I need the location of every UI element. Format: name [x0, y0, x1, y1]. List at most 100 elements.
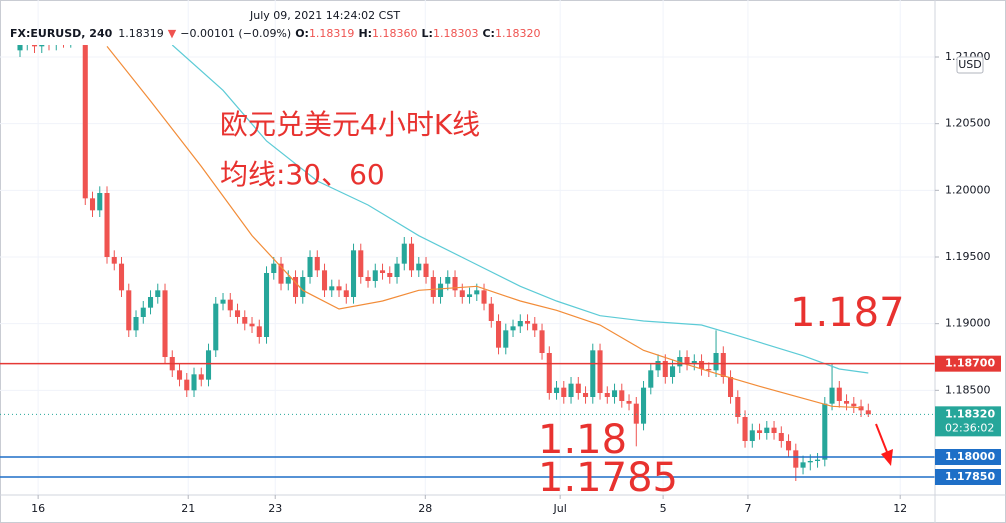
candle-body	[611, 390, 618, 397]
candle-body	[670, 366, 676, 377]
moving-average	[106, 45, 862, 409]
candle-body	[626, 401, 632, 404]
candle-body	[184, 379, 190, 391]
candle-body	[17, 45, 23, 51]
candle-body	[401, 243, 407, 264]
plot-area	[0, 45, 935, 481]
candle-body	[836, 387, 842, 401]
candle-body	[466, 294, 473, 297]
forecast-arrow	[875, 423, 893, 466]
candle-body	[111, 257, 117, 264]
candle-body	[300, 277, 306, 297]
x-tick-label: Jul	[553, 502, 567, 515]
candle-body	[568, 383, 574, 397]
candle-body	[532, 323, 538, 331]
candle-body	[648, 370, 654, 388]
candle-body	[292, 277, 299, 297]
y-tick-label: 1.19000	[945, 317, 991, 330]
currency: USD	[958, 58, 982, 71]
candle-body	[97, 193, 103, 211]
y-tick-label: 1.20000	[945, 183, 991, 196]
change: −0.00101 (−0.09%)	[180, 27, 291, 40]
symbol: FX:EURUSD, 240	[10, 27, 113, 40]
candle-body	[699, 361, 705, 369]
candle-body	[205, 350, 212, 380]
candle-body	[118, 263, 125, 291]
candle-body	[720, 353, 726, 377]
candle-body	[191, 374, 197, 391]
candle-body	[416, 263, 422, 271]
candle-body	[553, 387, 560, 393]
candle-body	[582, 393, 589, 397]
ohlc-label: O:	[295, 27, 309, 40]
candle-body	[133, 317, 139, 331]
candle-body	[213, 303, 219, 351]
annotation: 均线:30、60	[220, 158, 385, 191]
last-price: 1.18319	[118, 27, 164, 40]
candle-body	[329, 286, 335, 291]
candle-body	[89, 198, 96, 211]
candle-body	[358, 250, 364, 277]
candle-body	[307, 257, 313, 277]
candle-body	[604, 393, 610, 397]
annotation: 1.187	[790, 290, 905, 336]
candle-body	[365, 277, 371, 281]
current-price-label: 1.18320	[945, 407, 995, 420]
candle-body	[822, 403, 828, 460]
grid	[0, 0, 935, 495]
candle-body	[271, 263, 277, 273]
candle-body	[220, 299, 226, 304]
timestamp: July 09, 2021 14:24:02 CST	[249, 9, 400, 22]
candle-body	[234, 310, 241, 317]
candle-body	[242, 317, 248, 324]
candle-body	[474, 290, 480, 295]
change-arrow: ▼	[168, 27, 177, 40]
candle-body	[372, 270, 378, 281]
candle-body	[771, 427, 777, 433]
candle-body	[575, 383, 581, 393]
ohlc-label: L:	[422, 27, 433, 40]
candle-body	[633, 403, 639, 424]
candle-body	[437, 283, 444, 297]
candle-body	[728, 377, 734, 397]
currency-badge	[956, 56, 984, 74]
candle-body	[459, 290, 465, 297]
candle-body	[807, 461, 813, 463]
current-price-tag	[935, 406, 1001, 437]
candle-body	[757, 430, 763, 433]
candle-body	[524, 321, 531, 324]
candle-body	[452, 277, 458, 291]
candle-body	[350, 250, 357, 297]
annotation: 欧元兑美元4小时K线	[220, 108, 480, 141]
candle-body	[517, 321, 523, 327]
candle-body	[829, 387, 835, 404]
level-tag	[935, 469, 1001, 485]
candle-body	[430, 277, 436, 297]
level-tag	[935, 449, 1001, 465]
candle-body	[39, 45, 45, 47]
candle-body	[619, 390, 625, 401]
countdown: 02:36:02	[945, 421, 994, 434]
candle-body	[126, 290, 132, 331]
candle-body	[256, 326, 262, 337]
candle-body	[495, 321, 502, 348]
candle-body	[800, 462, 806, 468]
candle-body	[423, 263, 429, 277]
candle-body	[176, 370, 183, 380]
candle-body	[764, 427, 770, 433]
candle-body	[445, 277, 451, 284]
annotation: 1.18	[538, 417, 627, 463]
candle-body	[343, 290, 349, 297]
x-tick-label: 16	[31, 502, 45, 515]
candle-body	[539, 330, 545, 353]
candle-body	[786, 441, 792, 451]
ohlc-label: H:	[358, 27, 372, 40]
candle-body	[198, 374, 204, 380]
ohlc-value: 1.18320	[495, 27, 541, 40]
candle-body	[227, 299, 233, 311]
candle-body	[387, 273, 393, 277]
candle-body	[778, 433, 784, 441]
candle-body	[793, 450, 799, 468]
